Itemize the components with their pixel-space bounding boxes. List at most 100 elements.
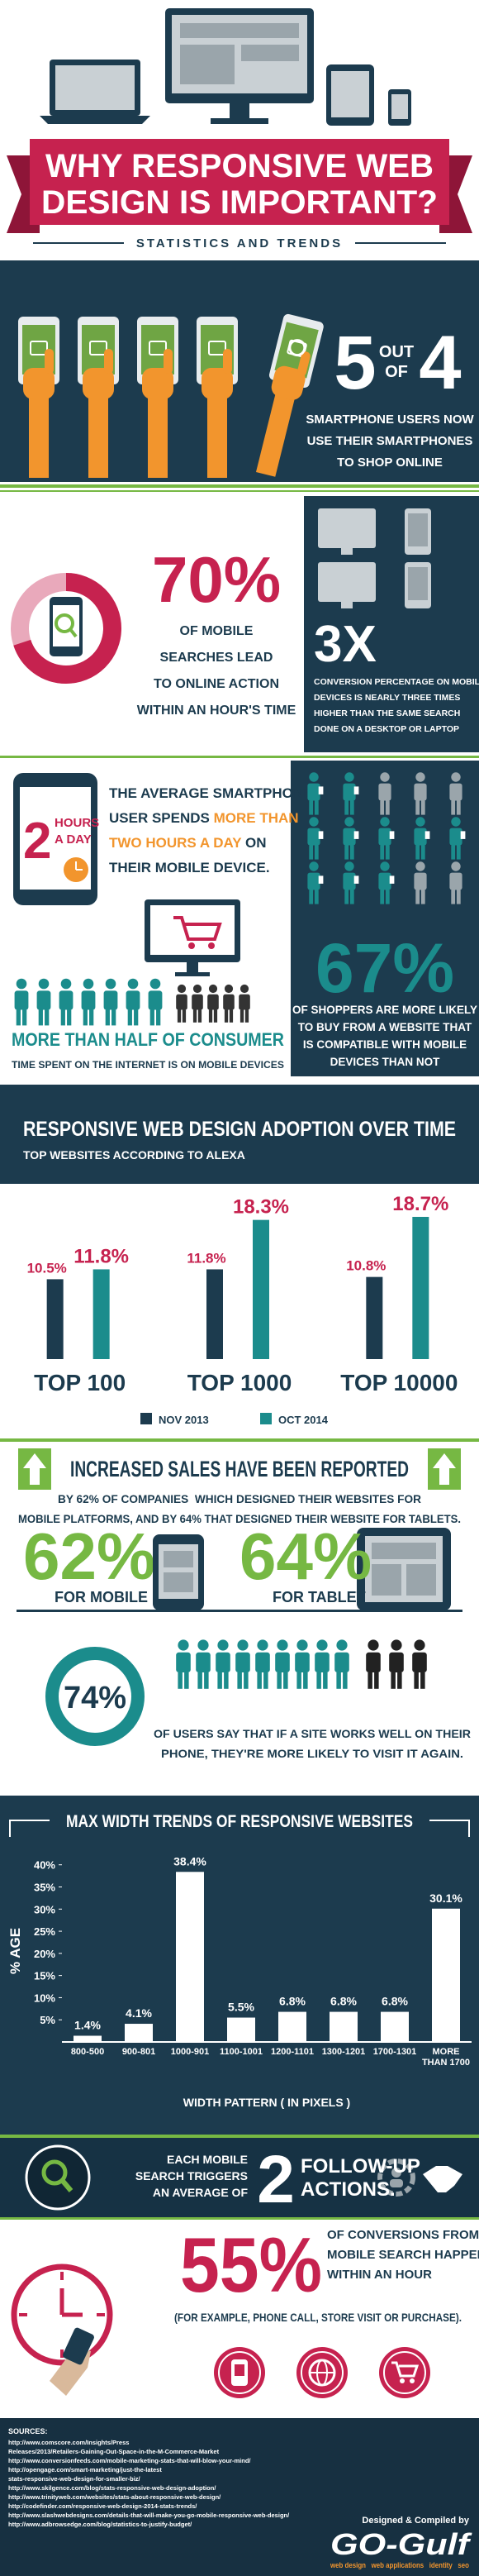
action-icons [410,2378,415,2383]
thumb [223,349,232,374]
person-phone [389,875,395,884]
person-body [275,1652,290,1672]
person-leg [391,1672,396,1689]
follow-up-icons [391,2168,401,2178]
x-tick-label: 1700-1301 [372,2047,417,2057]
person-leg [192,1009,197,1023]
person-leg [303,1672,308,1689]
bar [330,2011,358,2042]
screen [408,567,428,600]
search-ring [11,573,121,684]
follow-up-icons [59,2178,74,2192]
x-tick-label: TOP 10000 [340,1370,458,1395]
y-tick-label: 25% [34,1925,55,1938]
person-leg [309,890,314,904]
person-leg [420,1672,425,1689]
phone-hands [18,313,324,478]
background [0,1796,479,2135]
badge-text: HOURS [55,816,99,830]
source-line: stats-responsive-web-design-for-smaller-… [8,2475,141,2483]
person-body [126,990,140,1010]
person-leg [263,1672,268,1689]
person-leg [343,1672,348,1689]
person-phone [389,831,395,839]
person-head [277,1639,288,1651]
device-icons [372,1564,401,1596]
person-body [449,783,462,801]
person-head [415,817,425,827]
value-label: 11.8% [187,1250,225,1266]
person-body [343,828,356,846]
action-icons [218,2351,261,2394]
search-ring [11,573,121,684]
person-head [257,1639,268,1651]
text-part: USER SPENDS [109,810,214,826]
value-label: 6.8% [382,1995,408,2008]
thumb [296,351,311,376]
person-head [237,1639,249,1651]
phone-clock [13,773,97,905]
people-row [14,978,250,1026]
person-leg [60,1009,65,1026]
person-body [176,1652,191,1672]
person-leg [178,1672,183,1689]
person-leg [374,1672,379,1689]
person-body [343,783,356,801]
y-tick-label: 15% [34,1970,55,1982]
stat-text: MOBILE PLATFORMS, AND BY 64% THAT DESIGN… [18,1512,461,1525]
person-head [217,1639,229,1651]
person-leg [156,1009,161,1026]
stat-text: OF MOBILE [180,624,254,638]
person-leg [344,890,349,904]
cart-monitor [187,962,198,972]
percent: 64% [240,1519,372,1593]
person-leg [323,1672,328,1689]
bar [206,1269,223,1359]
person-body [389,1652,404,1672]
source-line: http://www.conversionfeeds.com/mobile-ma… [8,2457,251,2464]
search-ring [55,613,74,633]
person-leg [204,1672,209,1689]
person-leg [385,800,390,815]
person-head [414,1639,425,1651]
x-tick-label-box: 900-801 [122,2047,155,2057]
tagline: web design web applications identity seo [330,2561,469,2569]
y-tick-label: 10% [34,1992,55,2004]
person-body [315,1652,330,1672]
percent: 67% [315,929,454,1007]
stat-text: DONE ON A DESKTOP OR LAPTOP [314,724,459,734]
follow-up-icons [377,2159,415,2197]
person-head [16,978,27,990]
device-icons [180,23,299,38]
action-icons [214,2347,430,2398]
device-icons [180,45,235,84]
x-tick-label: MORE THAN 1700 [421,2047,471,2068]
x-tick-label: 1000-901 [170,2047,210,2057]
person-body [239,994,250,1010]
big-number: 5 [334,321,376,405]
person-leg [213,1009,218,1023]
person-leg [296,1672,301,1689]
device-icons [40,8,411,126]
bar [125,2024,153,2042]
stand [341,548,353,555]
value-label: 5.5% [228,2001,254,2014]
person-leg [314,890,319,904]
background [0,2217,479,2220]
bar [92,1269,110,1359]
person-leg [309,800,314,815]
question-icon [288,339,306,357]
stat-text: OF USERS SAY THAT IF A SITE WORKS WELL O… [154,1727,471,1740]
stat-text: THEIR MOBILE DEVICE. [109,860,270,875]
stat-text: IS COMPATIBLE WITH MOBILE [303,1038,467,1051]
source-line: http://www.skilgence.com/blog/stats-resp… [8,2484,216,2492]
background [0,2418,479,2576]
cart-monitor [175,972,210,976]
person-body [255,1652,270,1672]
hand [202,368,233,399]
action-icons [383,2351,426,2394]
value-label: 6.8% [330,1995,357,2008]
person-head [344,817,354,827]
